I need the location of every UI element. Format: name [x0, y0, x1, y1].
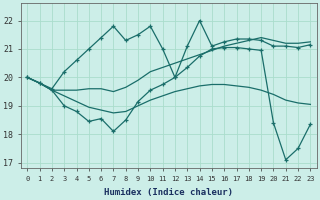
X-axis label: Humidex (Indice chaleur): Humidex (Indice chaleur) [104, 188, 233, 197]
